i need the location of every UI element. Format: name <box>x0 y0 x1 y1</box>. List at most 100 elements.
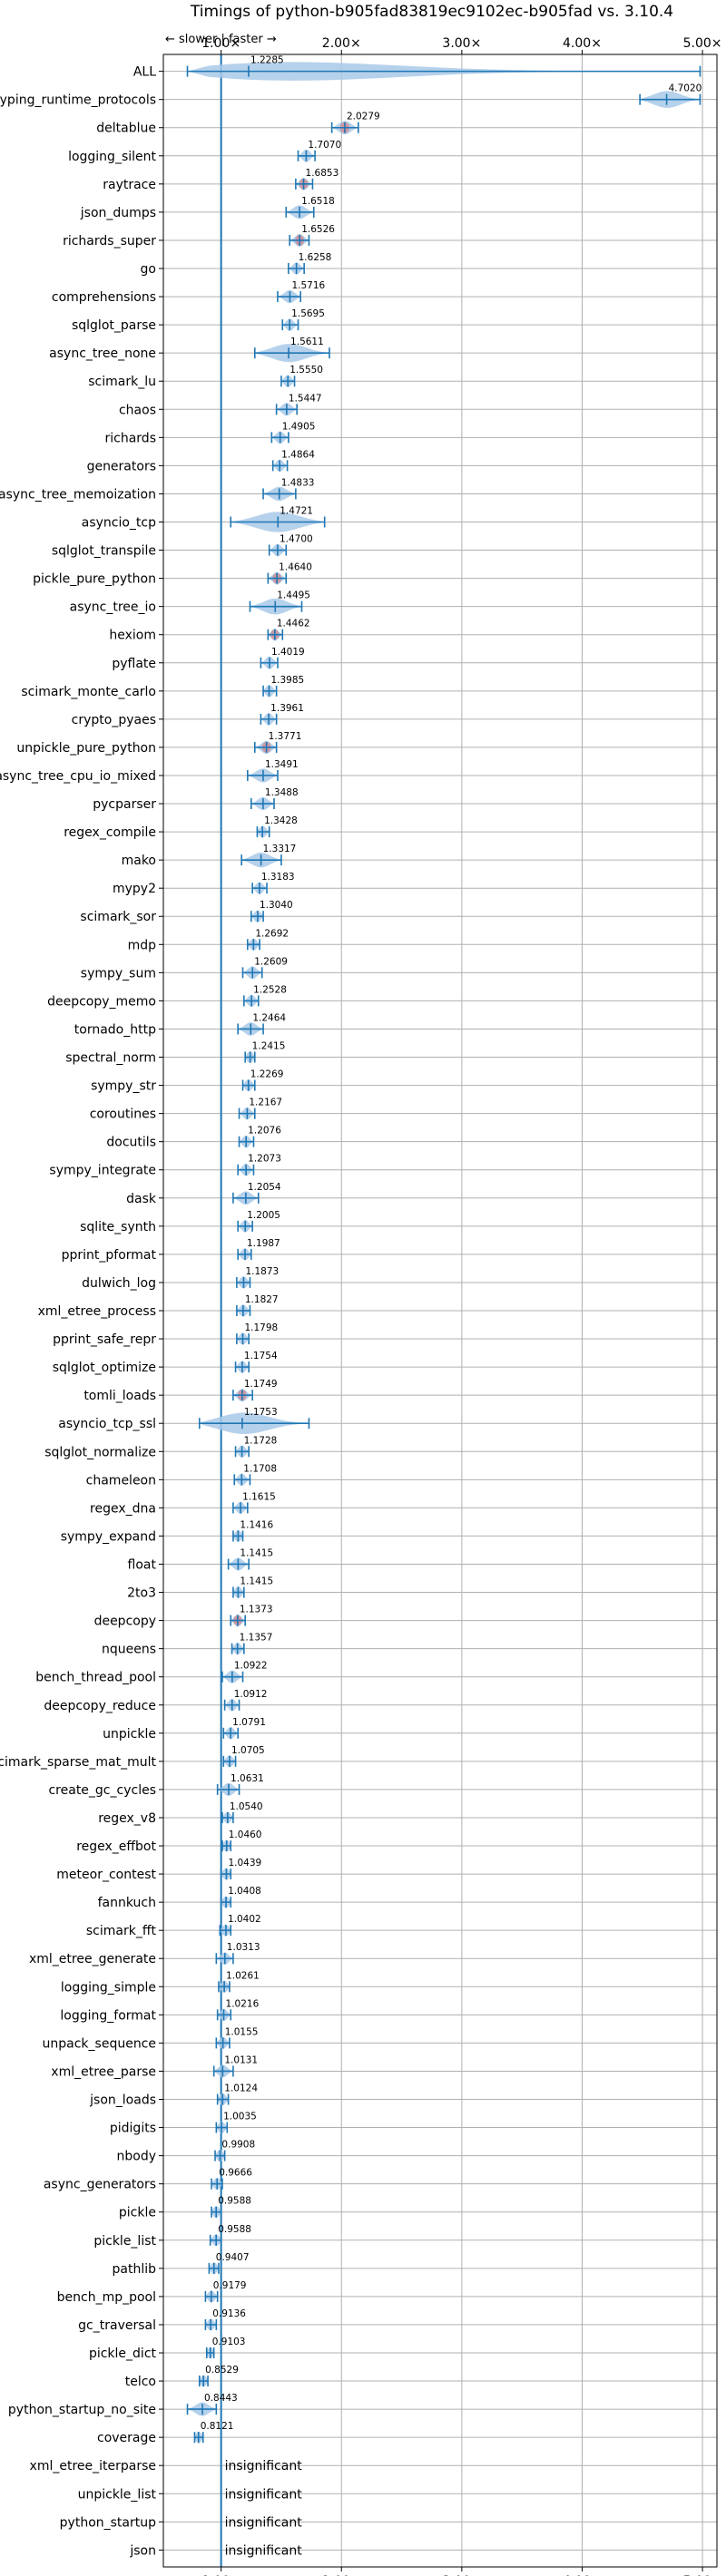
value-label: 1.3985 <box>270 675 304 686</box>
category-label: json_loads <box>89 2093 156 2108</box>
value-label: 1.2054 <box>248 1182 281 1193</box>
direction-label: ← slower | faster → <box>165 33 277 46</box>
category-label: sqlglot_normalize <box>44 1445 156 1459</box>
category-label: async_tree_none <box>49 346 156 361</box>
category-label: richards <box>105 431 157 445</box>
x-tick-label-top: 1.00× <box>201 36 240 51</box>
value-label: 1.3428 <box>264 815 298 826</box>
category-label: sqlite_synth <box>80 1220 156 1234</box>
x-tick-label-top: 3.00× <box>442 36 481 51</box>
value-label: 1.4721 <box>280 505 313 516</box>
value-label: 1.0439 <box>228 1858 261 1869</box>
value-label: 1.1708 <box>243 1463 277 1474</box>
value-label: 1.2415 <box>252 1041 286 1052</box>
x-tick-label-top: 5.00× <box>683 36 722 51</box>
value-label: 1.5550 <box>289 365 323 376</box>
category-label: unpickle_pure_python <box>16 741 156 756</box>
value-label: 1.0631 <box>231 1773 264 1784</box>
value-label: 1.3771 <box>269 731 302 742</box>
category-label: chameleon <box>86 1473 156 1488</box>
value-label: 1.4495 <box>277 590 310 601</box>
category-label: async_tree_memoization <box>0 487 156 502</box>
category-label: async_generators <box>44 2178 156 2192</box>
category-label: typing_runtime_protocols <box>0 93 156 108</box>
value-label: 1.2528 <box>253 984 287 995</box>
value-label: 1.4019 <box>271 647 305 658</box>
value-label: 1.1749 <box>244 1379 278 1390</box>
category-label: ALL <box>133 65 156 80</box>
category-label: xml_etree_iterparse <box>30 2459 156 2474</box>
value-label: 1.2464 <box>252 1012 286 1023</box>
value-label: 1.3488 <box>265 787 299 798</box>
value-label: 1.1615 <box>242 1491 276 1502</box>
value-label: 1.6258 <box>299 252 332 263</box>
value-label: 1.1753 <box>244 1407 278 1418</box>
x-tick-label-bottom: 5.00× <box>683 2574 722 2576</box>
category-label: generators <box>87 459 156 473</box>
category-label: dulwich_log <box>82 1276 156 1291</box>
value-label: 1.1728 <box>244 1435 278 1446</box>
value-label: 1.5695 <box>291 308 325 319</box>
category-label: sympy_integrate <box>49 1164 156 1178</box>
category-label: docutils <box>106 1136 156 1150</box>
insignificant-label: insignificant <box>225 2487 303 2502</box>
category-label: raytrace <box>103 178 156 192</box>
value-label: 1.0124 <box>224 2083 258 2094</box>
category-label: unpickle_list <box>78 2487 157 2502</box>
value-label: 1.1415 <box>240 1576 273 1587</box>
category-label: mako <box>122 854 156 868</box>
value-label: 1.0922 <box>234 1661 268 1672</box>
category-label: json <box>129 2543 156 2558</box>
value-label: 1.0705 <box>231 1745 265 1756</box>
category-label: meteor_contest <box>56 1868 156 1882</box>
value-label: 0.8121 <box>201 2421 234 2432</box>
value-label: 1.7070 <box>308 140 341 151</box>
category-label: sympy_sum <box>81 966 156 981</box>
category-label: nbody <box>117 2150 157 2164</box>
value-label: 2.0279 <box>347 112 380 122</box>
chart-title: Timings of python-b905fad83819ec9102ec-b… <box>190 3 673 21</box>
category-label: scimark_fft <box>86 1924 157 1938</box>
category-label: deepcopy_reduce <box>44 1699 156 1713</box>
value-label: 1.5716 <box>291 280 325 291</box>
category-label: bench_mp_pool <box>57 2290 156 2305</box>
category-label: dask <box>126 1192 157 1206</box>
category-label: coverage <box>97 2431 156 2445</box>
category-label: telco <box>125 2375 156 2389</box>
insignificant-label: insignificant <box>225 2459 303 2474</box>
category-label: logging_simple <box>61 1980 156 1995</box>
value-label: 1.0460 <box>229 1830 262 1840</box>
value-label: 1.2167 <box>249 1098 282 1108</box>
x-tick-label-top: 2.00× <box>322 36 361 51</box>
x-tick-label-bottom: 1.00× <box>201 2574 240 2576</box>
grid-layer <box>159 50 717 2571</box>
value-label: 1.1373 <box>240 1605 273 1615</box>
value-label: 4.7020 <box>669 83 702 94</box>
value-label: 1.0216 <box>226 1998 260 2009</box>
value-label: 1.3491 <box>265 759 299 770</box>
category-label: python_startup_no_site <box>8 2403 156 2417</box>
category-label: json_dumps <box>80 206 156 220</box>
label-layer: 1.00× 1.00× 2.00× 2.00× 3.00× 3.00× 4.00× 4.00×… <box>0 36 722 2576</box>
category-label: pathlib <box>113 2262 157 2277</box>
value-label: 1.0408 <box>228 1886 261 1897</box>
value-label: 0.9103 <box>212 2337 246 2347</box>
value-label: 1.1987 <box>247 1238 280 1249</box>
value-label: 1.4833 <box>281 477 315 488</box>
category-label: sympy_expand <box>61 1529 156 1544</box>
value-label: 1.3040 <box>260 900 293 911</box>
category-label: python_startup <box>60 2515 156 2530</box>
value-label: 1.6853 <box>306 168 339 179</box>
category-label: scimark_lu <box>88 375 156 389</box>
x-tick-label-bottom: 2.00× <box>322 2574 361 2576</box>
category-label: regex_v8 <box>98 1811 156 1826</box>
value-label: 0.9588 <box>218 2196 251 2207</box>
x-tick-label-bottom: 4.00× <box>563 2574 602 2576</box>
value-label: 0.9179 <box>213 2280 247 2291</box>
value-label: 0.9407 <box>216 2252 250 2263</box>
value-label: 0.9588 <box>218 2224 251 2235</box>
value-label: 1.0155 <box>225 2026 259 2037</box>
value-label: 1.4462 <box>277 619 310 629</box>
value-label: 1.0035 <box>223 2112 257 2122</box>
category-label: fannkuch <box>98 1896 156 1910</box>
